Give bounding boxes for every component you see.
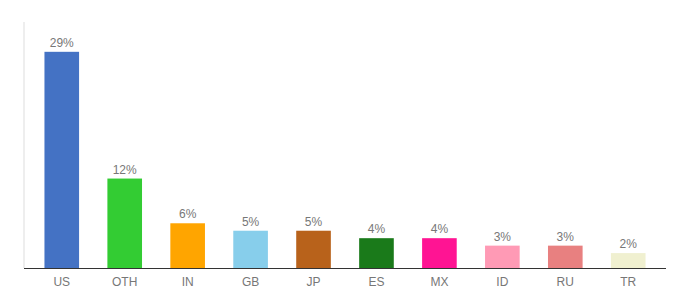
bar xyxy=(485,246,520,268)
x-axis-line xyxy=(24,268,666,269)
chart: 29% 12% 6% 5% 5% 4% 4% 3% 3% 2% US OTH IN GB JP ES MX ID R… xyxy=(0,0,680,300)
x-tick-label: GB xyxy=(242,275,259,289)
data-label: 12% xyxy=(113,163,137,177)
data-label: 5% xyxy=(242,215,260,229)
x-tick-label: US xyxy=(53,275,70,289)
chart-container: 29% 12% 6% 5% 5% 4% 4% 3% 3% 2% US OTH IN GB JP ES MX ID R… xyxy=(0,0,680,300)
data-label: 2% xyxy=(620,237,638,251)
data-label: 4% xyxy=(368,222,386,236)
bar xyxy=(233,231,268,268)
data-label: 4% xyxy=(431,222,449,236)
data-labels: 29% 12% 6% 5% 5% 4% 4% 3% 3% 2% xyxy=(50,36,637,251)
x-tick-label: ES xyxy=(368,275,384,289)
x-tick-label: OTH xyxy=(112,275,137,289)
x-tick-labels: US OTH IN GB JP ES MX ID RU TR xyxy=(53,275,636,289)
bar xyxy=(296,231,331,268)
data-label: 3% xyxy=(557,230,575,244)
x-tick-label: ID xyxy=(496,275,508,289)
x-tick-label: TR xyxy=(620,275,636,289)
bar xyxy=(611,253,646,268)
bar xyxy=(107,179,142,268)
bar xyxy=(422,238,457,268)
bars xyxy=(44,52,645,268)
x-tick-label: RU xyxy=(557,275,574,289)
data-label: 3% xyxy=(494,230,512,244)
bar xyxy=(359,238,394,268)
x-tick-label: MX xyxy=(430,275,448,289)
data-label: 6% xyxy=(179,207,197,221)
bar xyxy=(44,52,79,268)
y-axis-line xyxy=(24,22,25,268)
bar xyxy=(170,223,205,268)
data-label: 29% xyxy=(50,36,74,50)
x-tick-label: IN xyxy=(182,275,194,289)
x-tick-label: JP xyxy=(307,275,321,289)
data-label: 5% xyxy=(305,215,323,229)
bar xyxy=(548,246,583,268)
